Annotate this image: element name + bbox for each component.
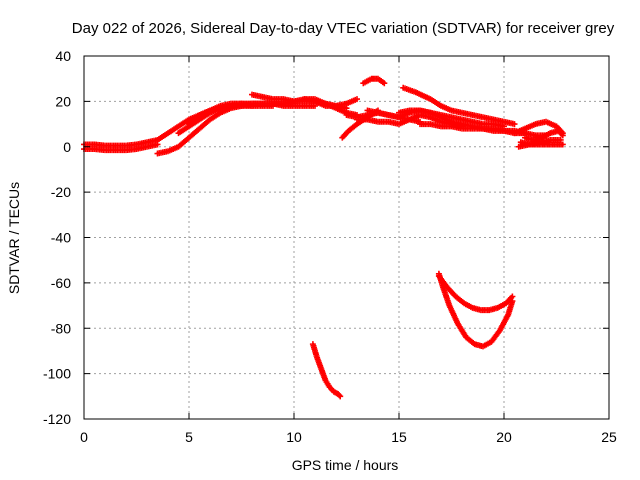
data-point	[557, 136, 564, 143]
series-loop-inner	[435, 273, 516, 314]
data-point	[559, 141, 566, 148]
series-rise-3	[186, 100, 318, 128]
y-tick-label: -80	[51, 320, 71, 336]
data-point	[511, 121, 518, 128]
y-tick-label: -120	[43, 411, 71, 427]
plot-area	[81, 75, 566, 400]
y-tick-label: 40	[55, 48, 71, 64]
y-tick-label: -40	[51, 230, 71, 246]
data-point	[354, 96, 360, 103]
series-tail-3	[522, 127, 566, 143]
y-axis-label: SDTVAR / TECUs	[6, 182, 22, 294]
x-tick-label: 20	[496, 429, 512, 445]
series-plateau-3	[301, 96, 360, 109]
x-tick-label: 25	[601, 429, 617, 445]
data-point	[381, 80, 388, 87]
x-tick-label: 0	[80, 429, 88, 445]
series-tail-4	[515, 136, 564, 150]
chart-title: Day 022 of 2026, Sidereal Day-to-day VTE…	[72, 20, 615, 37]
data-point	[154, 141, 161, 148]
data-point	[509, 293, 516, 300]
series-drop-low	[309, 341, 344, 400]
data-point	[337, 393, 344, 400]
y-tick-label: 0	[63, 139, 71, 155]
data-point	[336, 392, 343, 399]
y-tick-label: -60	[51, 275, 71, 291]
x-axis-ticks: 0 5 10 15 20 25	[80, 56, 617, 445]
y-tick-label: -20	[51, 184, 71, 200]
y-tick-label: 20	[55, 93, 71, 109]
x-tick-label: 5	[185, 429, 193, 445]
series-peak	[360, 75, 388, 87]
series-desc-1	[400, 84, 518, 128]
x-tick-label: 15	[391, 429, 407, 445]
x-tick-label: 10	[286, 429, 302, 445]
y-tick-label: -100	[43, 366, 71, 382]
series-loop-outer	[435, 270, 516, 350]
data-point	[559, 132, 566, 139]
series-baseline-2	[81, 141, 161, 154]
y-axis-ticks: -120 -100 -80 -60 -40 -20 0 20 40	[43, 48, 609, 427]
x-axis-label: GPS time / hours	[292, 457, 399, 473]
